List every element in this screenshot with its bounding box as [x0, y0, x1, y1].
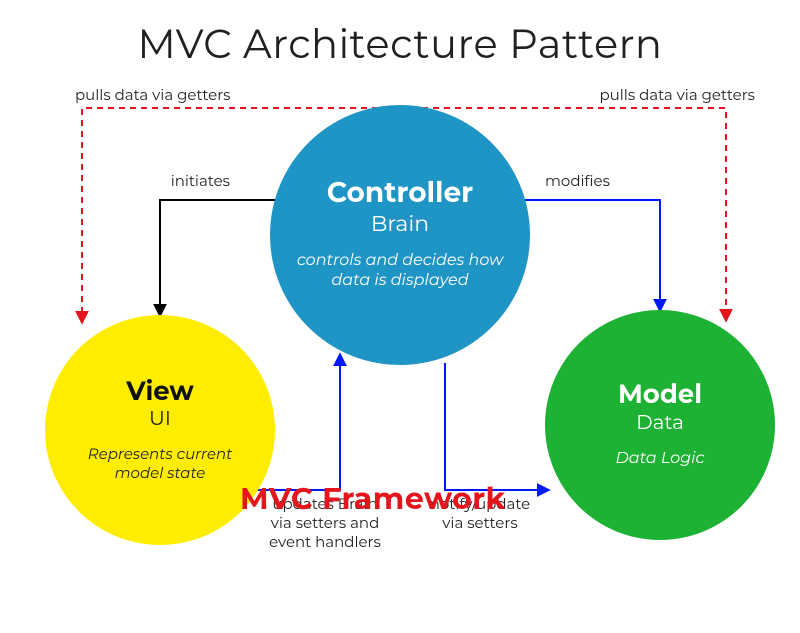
- page-title: MVC Architecture Pattern: [0, 20, 800, 69]
- edge-notify: [445, 363, 548, 490]
- label-updates-brain-l3: event handlers: [269, 532, 381, 551]
- label-initiates: initiates: [150, 172, 230, 191]
- edge-initiates: [160, 200, 280, 315]
- node-controller: Controller Brain controls and decides ho…: [270, 105, 530, 365]
- node-model: Model Data Data Logic: [545, 310, 775, 540]
- model-role: Data: [636, 411, 684, 435]
- label-modifies: modifies: [545, 172, 625, 191]
- model-name: Model: [618, 381, 702, 408]
- view-name: View: [126, 378, 194, 405]
- model-desc: Data Logic: [616, 449, 705, 469]
- edge-modifies: [520, 200, 660, 310]
- controller-role: Brain: [371, 210, 429, 237]
- label-pulls-left: pulls data via getters: [75, 86, 275, 105]
- diagram-canvas: MVC Architecture Pattern Controller Brai…: [0, 0, 800, 633]
- view-desc: Represents current model state: [63, 445, 257, 483]
- controller-desc: controls and decides how data is display…: [288, 251, 512, 291]
- overlay-text: MVC Framework: [240, 480, 506, 517]
- view-role: UI: [149, 407, 171, 431]
- controller-name: Controller: [327, 179, 473, 208]
- label-pulls-right: pulls data via getters: [555, 86, 755, 105]
